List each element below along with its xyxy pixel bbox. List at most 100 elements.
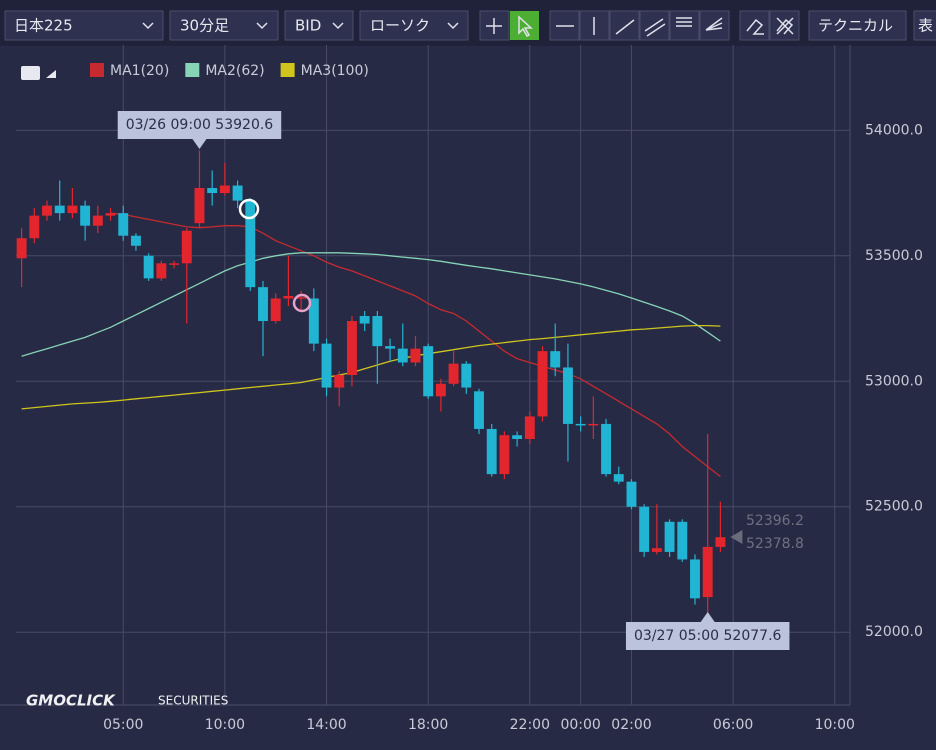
- candle-body: [601, 423, 612, 475]
- candle-body: [575, 423, 586, 426]
- candle-body: [346, 321, 357, 375]
- annotation-label: 03/27 05:00 52077.6: [634, 628, 782, 644]
- candle-body: [67, 205, 78, 214]
- y-tick-label: 53500.0: [865, 248, 923, 264]
- trendline-button[interactable]: [609, 10, 640, 41]
- candle-body: [550, 351, 561, 368]
- symbol-select[interactable]: [4, 10, 164, 41]
- candle-body: [130, 235, 141, 246]
- x-tick-label: 18:00: [408, 717, 448, 733]
- candle-body: [588, 423, 599, 426]
- candle-body: [613, 474, 624, 482]
- legend-tools: [21, 66, 56, 80]
- candle-body: [42, 205, 52, 216]
- candle-body: [105, 213, 116, 216]
- pointer-icon: [518, 15, 533, 37]
- trendline-icon: [615, 19, 635, 35]
- marker-circle: [292, 293, 312, 313]
- candle-body: [156, 263, 167, 279]
- legend-label: MA1(20): [110, 63, 169, 79]
- y-tick-label: 53000.0: [865, 373, 923, 389]
- candle-body: [321, 343, 332, 388]
- marker-circle: [238, 198, 260, 220]
- dropdown-icon: [256, 22, 268, 30]
- x-tick-label: 14:00: [306, 717, 346, 733]
- candle-body: [258, 287, 268, 322]
- side: BID: [295, 17, 321, 35]
- candle-body: [232, 185, 243, 201]
- candle-body: [410, 348, 421, 363]
- interval: 30分足: [180, 17, 229, 35]
- candle-body: [54, 205, 65, 214]
- x-tick-label: 02:00: [611, 717, 651, 733]
- erase-icon: [746, 18, 764, 35]
- x-tick-label: 22:00: [510, 717, 550, 733]
- annotation-box: [625, 622, 790, 650]
- fan-icon: [705, 17, 723, 31]
- candle-body: [372, 316, 383, 347]
- style: ローソク: [370, 17, 430, 35]
- candle-body: [524, 416, 535, 439]
- candle-body: [474, 391, 484, 429]
- ma-line: [110, 212, 721, 478]
- candle-body: [207, 188, 218, 194]
- logo-brand: GMOCLICK: [26, 692, 116, 710]
- y-tick-label: 54000.0: [865, 122, 923, 138]
- candle-body: [219, 185, 230, 194]
- candle-body: [664, 521, 675, 552]
- price-pointer: [730, 530, 743, 544]
- candle-body: [118, 213, 129, 236]
- candle-body: [29, 215, 40, 239]
- candle-body: [715, 537, 726, 547]
- y-tick-label: 52500.0: [865, 499, 923, 515]
- logo-suffix: SECURITIES: [158, 694, 228, 708]
- candle-body: [448, 363, 459, 384]
- candle-body: [92, 215, 103, 226]
- annotation-box: [117, 111, 282, 139]
- x-tick-label: 00:00: [560, 717, 600, 733]
- erase-all-icon: [776, 17, 794, 35]
- fibonacci-icon: [676, 17, 692, 27]
- y-tick-label: 52000.0: [865, 624, 923, 640]
- collapse-icon[interactable]: [46, 70, 56, 78]
- pointer-button[interactable]: [510, 11, 539, 40]
- candle-body: [499, 435, 510, 475]
- ma-line: [21, 252, 721, 357]
- candle-body: [435, 383, 446, 397]
- dropdown-icon: [332, 22, 344, 30]
- candle-body: [626, 481, 637, 507]
- candle-body: [639, 506, 650, 552]
- technical: テクニカル: [818, 17, 893, 35]
- candle-body: [651, 548, 662, 552]
- annotation-pointer: [192, 139, 207, 149]
- side-select[interactable]: [284, 10, 354, 41]
- crosshair-icon: [486, 18, 502, 34]
- logo: GMOCLICK SECURITIES: [26, 692, 228, 710]
- candle-body: [283, 295, 294, 299]
- table-button[interactable]: [913, 10, 936, 41]
- candle-body: [169, 263, 180, 265]
- candle-body: [486, 428, 497, 475]
- annotation-pointer: [700, 612, 715, 622]
- x-tick-label: 05:00: [103, 717, 143, 733]
- candle-body: [461, 363, 472, 388]
- candle-body: [194, 188, 205, 224]
- price-label: 52378.8: [746, 536, 804, 552]
- candle-body: [537, 351, 548, 417]
- x-tick-label: 10:00: [815, 717, 855, 733]
- candle-body: [702, 546, 713, 598]
- candle-body: [334, 375, 345, 388]
- technical-button[interactable]: [808, 10, 907, 41]
- comment-icon[interactable]: [21, 66, 40, 80]
- dropdown-icon: [142, 22, 154, 30]
- candle-body: [423, 346, 434, 397]
- candle-body: [270, 298, 281, 322]
- candle-body: [80, 205, 91, 226]
- table: 表: [918, 17, 933, 35]
- dropdown-icon: [447, 22, 459, 30]
- erase-button[interactable]: [739, 10, 770, 41]
- candle-body: [181, 230, 192, 264]
- legend-swatch: [185, 63, 200, 77]
- annotation-label: 03/26 09:00 53920.6: [126, 117, 274, 133]
